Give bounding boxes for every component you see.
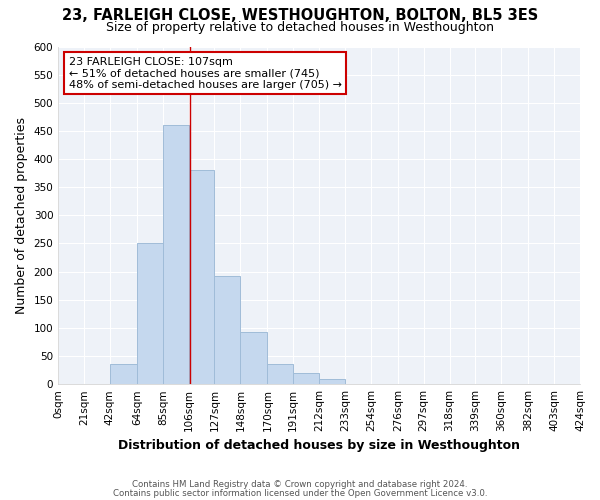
Text: Size of property relative to detached houses in Westhoughton: Size of property relative to detached ho… xyxy=(106,21,494,34)
Bar xyxy=(163,126,188,384)
Text: 23, FARLEIGH CLOSE, WESTHOUGHTON, BOLTON, BL5 3ES: 23, FARLEIGH CLOSE, WESTHOUGHTON, BOLTON… xyxy=(62,8,538,22)
Bar xyxy=(268,364,293,384)
Bar xyxy=(137,244,163,384)
X-axis label: Distribution of detached houses by size in Westhoughton: Distribution of detached houses by size … xyxy=(118,440,520,452)
Text: Contains HM Land Registry data © Crown copyright and database right 2024.: Contains HM Land Registry data © Crown c… xyxy=(132,480,468,489)
Bar xyxy=(214,276,241,384)
Text: Contains public sector information licensed under the Open Government Licence v3: Contains public sector information licen… xyxy=(113,488,487,498)
Bar xyxy=(293,373,319,384)
Bar xyxy=(319,378,345,384)
Text: 23 FARLEIGH CLOSE: 107sqm
← 51% of detached houses are smaller (745)
48% of semi: 23 FARLEIGH CLOSE: 107sqm ← 51% of detac… xyxy=(68,56,341,90)
Y-axis label: Number of detached properties: Number of detached properties xyxy=(15,117,28,314)
Bar xyxy=(110,364,137,384)
Bar xyxy=(188,170,214,384)
Bar xyxy=(241,332,268,384)
